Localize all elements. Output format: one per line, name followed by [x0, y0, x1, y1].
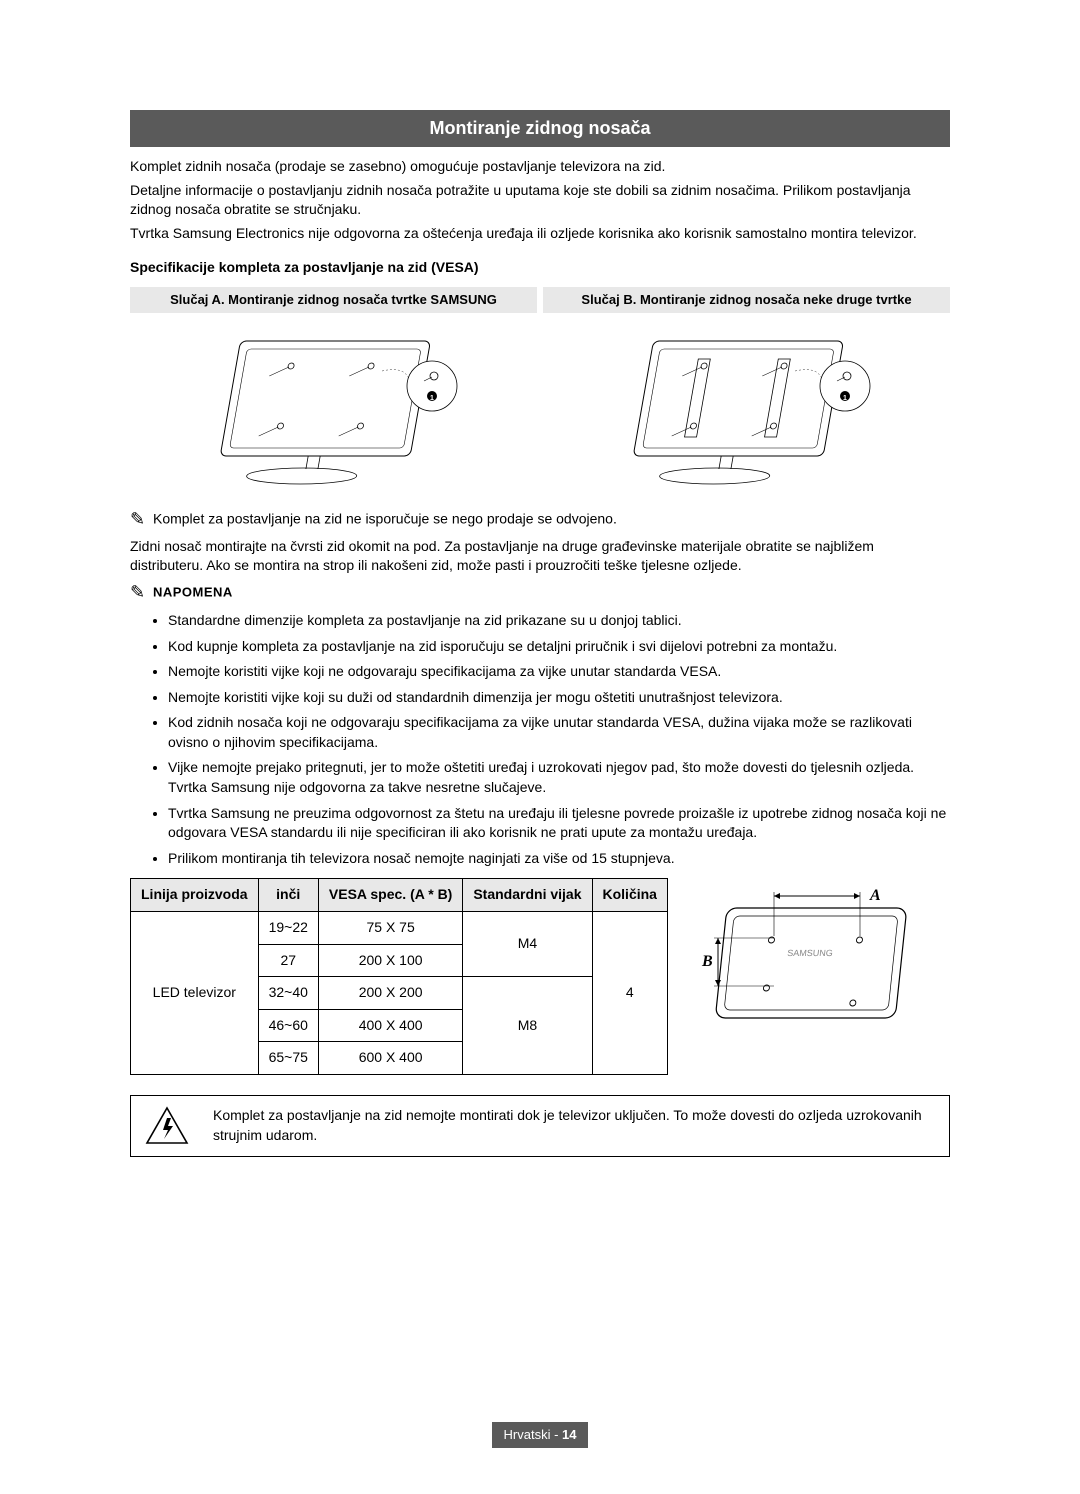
intro-p1: Komplet zidnih nosača (prodaje se zasebn…: [130, 157, 950, 177]
td-inches: 65~75: [258, 1042, 318, 1075]
td-screw: M4: [463, 912, 592, 977]
list-item: Kod zidnih nosača koji ne odgovaraju spe…: [168, 713, 950, 752]
th-vesa: VESA spec. (A * B): [318, 879, 462, 912]
vesa-dimension-icon: SAMSUNG A B: [688, 878, 918, 1038]
note-separate-sale-text: Komplet za postavljanje na zid ne isporu…: [153, 511, 617, 527]
td-inches: 32~40: [258, 977, 318, 1010]
td-inches: 27: [258, 944, 318, 977]
spec-heading: Specifikacije kompleta za postavljanje n…: [130, 258, 950, 278]
th-qty: Količina: [592, 879, 667, 912]
warning-shock-icon: [145, 1106, 189, 1146]
list-item: Prilikom montiranja tih televizora nosač…: [168, 849, 950, 869]
td-screw: M8: [463, 977, 592, 1075]
td-vesa: 400 X 400: [318, 1009, 462, 1042]
th-screw: Standardni vijak: [463, 879, 592, 912]
td-qty: 4: [592, 912, 667, 1075]
svg-text:1: 1: [430, 395, 434, 402]
td-product-line: LED televizor: [131, 912, 259, 1075]
page-footer: Hrvatski - 14: [0, 1422, 1080, 1448]
diagram-case-a: 1: [130, 321, 537, 491]
td-vesa: 200 X 100: [318, 944, 462, 977]
note-separate-sale: ✎ Komplet za postavljanje na zid ne ispo…: [130, 507, 950, 532]
warning-text: Komplet za postavljanje na zid nemojte m…: [213, 1106, 935, 1145]
note-icon: ✎: [130, 509, 145, 529]
tv-mount-b-icon: 1: [597, 321, 897, 491]
list-item: Vijke nemojte prejako pritegnuti, jer to…: [168, 758, 950, 797]
footer-page-number: 14: [562, 1427, 576, 1442]
th-product-line: Linija proizvoda: [131, 879, 259, 912]
svg-text:SAMSUNG: SAMSUNG: [787, 948, 834, 958]
tv-mount-a-icon: 1: [184, 321, 484, 491]
label-b: B: [701, 953, 713, 970]
diagram-row: 1: [130, 321, 950, 491]
intro-p3: Tvrtka Samsung Electronics nije odgovorn…: [130, 224, 950, 244]
list-item: Nemojte koristiti vijke koji ne odgovara…: [168, 662, 950, 682]
td-vesa: 75 X 75: [318, 912, 462, 945]
list-item: Kod kupnje kompleta za postavljanje na z…: [168, 637, 950, 657]
list-item: Standardne dimenzije kompleta za postavl…: [168, 611, 950, 631]
note-icon: ✎: [130, 582, 145, 602]
table-and-diagram: Linija proizvoda inči VESA spec. (A * B)…: [130, 878, 950, 1075]
napomena-label: NAPOMENA: [153, 584, 233, 599]
list-item: Nemojte koristiti vijke koji su duži od …: [168, 688, 950, 708]
diagram-case-b: 1: [543, 321, 950, 491]
th-inches: inči: [258, 879, 318, 912]
list-item: Tvrtka Samsung ne preuzima odgovornost z…: [168, 804, 950, 843]
td-inches: 19~22: [258, 912, 318, 945]
svg-text:1: 1: [843, 395, 847, 402]
case-a-header: Slučaj A. Montiranje zidnog nosača tvrtk…: [130, 287, 537, 313]
napomena-list: Standardne dimenzije kompleta za postavl…: [130, 611, 950, 869]
case-header-row: Slučaj A. Montiranje zidnog nosača tvrtk…: [130, 287, 950, 313]
vesa-spec-table: Linija proizvoda inči VESA spec. (A * B)…: [130, 878, 668, 1075]
table-row: LED televizor 19~22 75 X 75 M4 4: [131, 912, 668, 945]
section-title: Montiranje zidnog nosača: [130, 110, 950, 147]
td-inches: 46~60: [258, 1009, 318, 1042]
table-header-row: Linija proizvoda inči VESA spec. (A * B)…: [131, 879, 668, 912]
footer-lang: Hrvatski -: [504, 1427, 563, 1442]
warning-box: Komplet za postavljanje na zid nemojte m…: [130, 1095, 950, 1157]
napomena-heading: ✎ NAPOMENA: [130, 580, 950, 605]
td-vesa: 200 X 200: [318, 977, 462, 1010]
td-vesa: 600 X 400: [318, 1042, 462, 1075]
label-a: A: [869, 887, 881, 904]
note-wall-instructions: Zidni nosač montirajte na čvrsti zid oko…: [130, 537, 950, 576]
intro-p2: Detaljne informacije o postavljanju zidn…: [130, 181, 950, 220]
case-b-header: Slučaj B. Montiranje zidnog nosača neke …: [543, 287, 950, 313]
